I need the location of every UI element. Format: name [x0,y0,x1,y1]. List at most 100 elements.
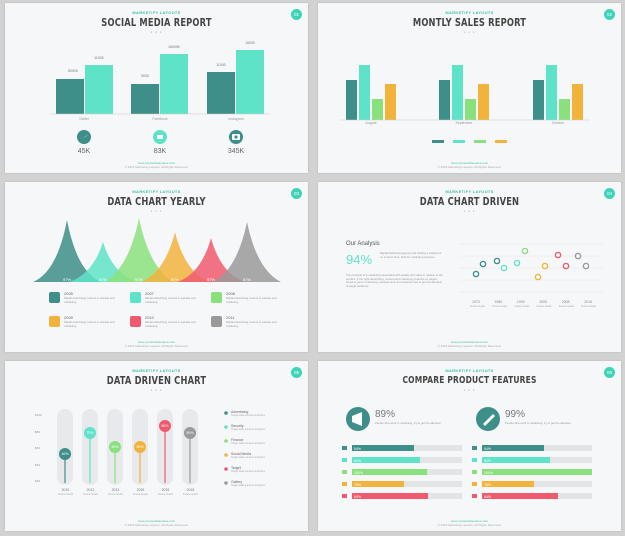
svg-text:50%: 50% [111,445,118,449]
pin [479,260,487,268]
map-pins [472,247,590,281]
year-axis: 1970 1980 1990 2000 2008 2015 [472,300,592,304]
pin [541,262,549,270]
slide-number-badge: 01 [291,9,302,20]
pin [534,273,542,281]
slide-kicker: MARKETIFY LAYOUTS [445,10,494,15]
compare-bars: 54% 60% 100% 78% 64% 54% 60% 100% 78% 64% [342,407,592,499]
svg-text:87%: 87% [171,277,179,282]
slide-footer: www.yourwebsitename.com © 2016 Marketing … [437,161,502,169]
slide-number-badge: 02 [604,9,615,20]
stat-value: 83K [153,148,167,155]
slide-compare-product-features[interactable]: MARKETIFY LAYOUTS COMPARE PRODUCT FEATUR… [318,361,621,531]
peak-teal [33,220,101,282]
year-label: 2008 [226,291,235,296]
value-dots [59,420,196,460]
bar [452,65,463,120]
bar [372,99,383,120]
svg-text:97%: 97% [63,277,71,282]
analysis-blurb: Digital Marketing agency and making a st… [380,251,442,259]
value-label: 11000 [216,63,226,67]
slide-data-driven-chart[interactable]: MARKETIFY LAYOUTS DATA DRIVEN CHART ● ● … [5,361,308,531]
year-desc: Digital advertising content in website a… [145,296,196,304]
bar [533,80,544,120]
stat-value: 45K [77,148,91,155]
left-text: People who work in marketing, try to get… [375,421,441,425]
year-icons [49,292,222,327]
camera-icon [229,130,243,144]
title-dots: ● ● ● [463,388,476,392]
bar [546,65,557,120]
slide-kicker: MARKETIFY LAYOUTS [445,368,494,373]
slide-monthly-sales-report[interactable]: MARKETIFY LAYOUTS MONTLY SALES REPORT ● … [318,3,621,173]
pin [493,257,501,265]
briefcase-icon [49,292,60,303]
social-bar-chart [50,50,270,144]
title-dots: ● ● ● [150,30,163,34]
svg-text:70%: 70% [86,431,93,435]
slide-footer: www.yourwebsitename.com © 2016 Marketing … [124,519,189,527]
pin [513,259,521,267]
svg-text:100%: 100% [354,471,363,475]
svg-text:60%: 60% [354,459,361,463]
title-dots: ● ● ● [463,30,476,34]
pin [562,262,570,270]
twitter-icon [77,130,91,144]
svg-text:80%: 80% [161,424,168,428]
svg-text:87%: 87% [99,277,107,282]
right-text: People who work in marketing, try to get… [505,421,571,425]
svg-text:60%: 60% [484,459,491,463]
x-axis-years: 2010 2012 2013 2015 2015 2015 [61,488,195,492]
slide-title: COMPARE PRODUCT FEATURES [402,375,537,386]
slide-social-media-report[interactable]: MARKETIFY LAYOUTS SOCIAL MEDIA REPORT ● … [5,3,308,173]
pin [521,247,529,255]
bar [346,80,357,120]
bar [439,80,450,120]
cloud-icon [211,316,222,327]
slide-number-badge: 05 [291,367,302,378]
year-desc: Digital advertising content in website a… [64,296,115,304]
slide-title: DATA DRIVEN CHART [106,375,207,387]
y-axis: $100 $80 $60 $40 $20 [35,413,42,483]
peak-gray [213,222,281,282]
bar [385,84,396,120]
value-label: 9000 [141,74,149,78]
year-label: 2007 [145,291,154,296]
year-desc: Digital advertising content in website a… [226,320,277,328]
svg-text:64%: 64% [484,495,491,499]
pill-chart: 40% 70% 50% 50% 80% 80% [57,409,228,485]
analysis-percent: 94% [346,252,373,267]
bar-group-august [346,65,396,120]
svg-text:87%: 87% [243,277,251,282]
slide-number-badge: 04 [604,188,615,199]
value-label: 16000 [245,41,255,45]
pin [554,251,562,259]
bar-facebook-big [160,54,188,114]
year-desc: Digital advertising content in website a… [64,320,115,328]
year-label: 2009 [64,315,73,320]
bar-twitter-big [85,65,113,114]
analysis-heading: Our Analysis [346,241,380,247]
pin-chart [460,243,603,293]
bar-twitter-small [56,79,84,114]
bar-group-instagram [207,50,264,114]
slide-title: DATA CHART YEARLY [107,196,206,208]
svg-text:80%: 80% [186,431,193,435]
slide-title: MONTLY SALES REPORT [412,17,527,29]
svg-text:97%: 97% [135,277,143,282]
legend-dots [224,411,228,485]
slide-data-chart-yearly[interactable]: MARKETIFY LAYOUTS DATA CHART YEARLY ● ● … [5,182,308,352]
slide-data-chart-driven[interactable]: MARKETIFY LAYOUTS DATA CHART DRIVEN ● ● … [318,182,621,352]
right-bars [482,445,592,499]
legend-swatches [432,140,507,143]
bar [572,84,583,120]
bar [559,99,570,120]
slide-kicker: MARKETIFY LAYOUTS [445,189,494,194]
value-label: 5000K [67,69,79,73]
slide-kicker: MARKETIFY LAYOUTS [132,368,181,373]
year-label: 2011 [226,315,235,320]
pin [582,262,590,270]
calendar-icon [130,316,141,327]
peak-yellow [141,232,209,282]
bar-facebook-small [131,84,159,114]
